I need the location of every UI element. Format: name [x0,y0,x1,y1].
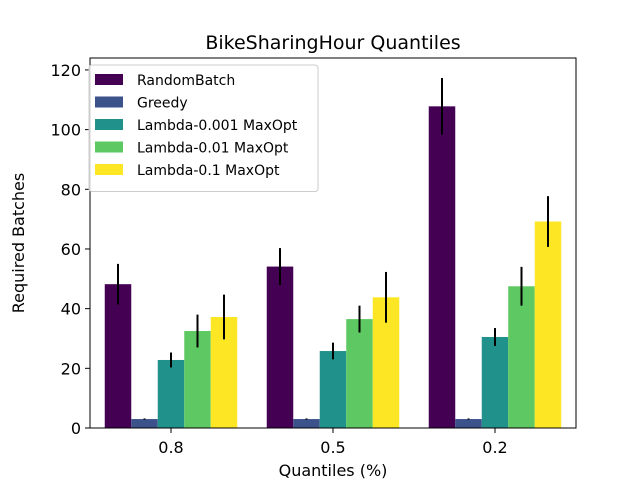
legend-swatch [95,141,123,153]
bars-layer [104,106,562,428]
chart-title: BikeSharingHour Quantiles [205,32,460,54]
y-axis-ticks: 0 20 40 60 80 100 120 [50,61,90,438]
x-tick-label: 0.8 [158,438,183,457]
bar-lambda-0-01-maxopt-0.2 [508,286,535,428]
bar-greedy-0.5 [293,419,320,428]
legend-swatch [95,119,123,130]
y-tick-label: 0 [71,419,81,438]
bar-greedy-0.2 [455,419,482,428]
legend-label: Lambda-0.001 MaxOpt [137,118,298,134]
x-tick-label: 0.2 [482,438,507,457]
y-tick-label: 60 [61,240,81,259]
y-axis-label: Required Batches [9,173,28,313]
y-tick-label: 100 [50,121,81,140]
bar-randombatch-0.2 [428,106,456,428]
legend-box [88,64,319,192]
bar-lambda-0-001-maxopt-0.8 [157,359,185,428]
y-tick-label: 20 [61,359,81,378]
legend-swatch [95,74,123,85]
bar-randombatch-0.8 [104,284,132,428]
bar-randombatch-0.5 [266,266,294,428]
y-tick-label: 40 [61,300,81,319]
x-axis-label: Quantiles (%) [279,461,388,480]
legend-label: Greedy [137,96,188,112]
legend-label: Lambda-0.01 MaxOpt [137,141,289,157]
legend-label: Lambda-0.1 MaxOpt [137,163,280,179]
x-tick-label: 0.5 [320,438,345,457]
legend-swatch [95,164,123,175]
y-tick-label: 80 [61,180,81,199]
y-tick-label: 120 [50,61,81,80]
error-bars-layer [117,77,549,420]
legend-swatch [95,96,123,108]
legend-label: RandomBatch [137,73,235,89]
bar-lambda-0-01-maxopt-0.5 [346,319,373,428]
bar-lambda-0-001-maxopt-0.5 [319,351,347,428]
legend: RandomBatch Greedy Lambda-0.001 MaxOpt Lamb… [88,64,319,192]
x-axis-ticks: 0.8 0.5 0.2 [158,428,508,457]
bar-lambda-0-1-maxopt-0.2 [534,221,562,428]
bar-greedy-0.8 [131,419,158,428]
bar-lambda-0-001-maxopt-0.2 [481,336,509,428]
